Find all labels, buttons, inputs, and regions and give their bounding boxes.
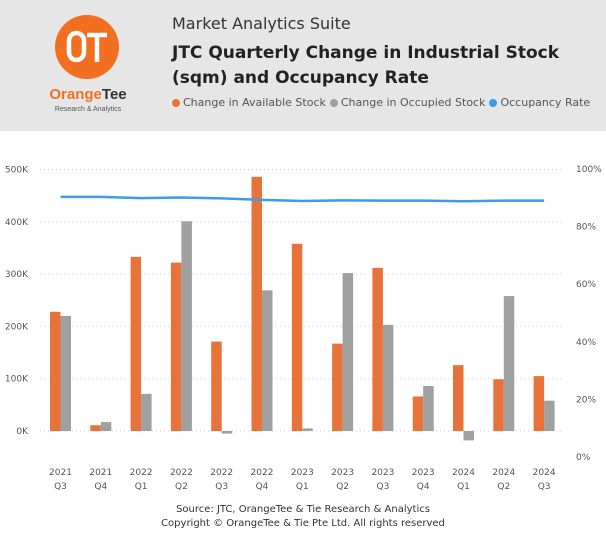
y-left-tick-label: 100K: [5, 375, 29, 385]
x-tick-label-year: 2022: [251, 468, 274, 478]
bar-available-stock[interactable]: [493, 379, 504, 431]
x-tick-label-year: 2022: [170, 468, 193, 478]
y-left-tick-label: 500K: [5, 166, 29, 176]
bar-occupied-stock[interactable]: [141, 393, 152, 431]
bar-available-stock[interactable]: [372, 267, 383, 431]
chart-legend: Change in Available Stock Change in Occu…: [172, 96, 594, 109]
bar-available-stock[interactable]: [251, 176, 263, 431]
x-tick-label-quarter: Q3: [376, 482, 389, 492]
bar-occupied-stock[interactable]: [503, 296, 515, 431]
y-right-tick-label: 40%: [576, 338, 596, 348]
legend-label-available: Change in Available Stock: [183, 96, 326, 109]
x-tick-label-quarter: Q2: [497, 482, 510, 492]
x-tick-label-quarter: Q1: [296, 482, 309, 492]
y-left-tick-label: 200K: [5, 322, 29, 332]
logo-wordmark-orange: Orange: [49, 86, 102, 103]
bar-occupied-stock[interactable]: [544, 400, 555, 431]
bar-available-stock[interactable]: [170, 262, 182, 431]
bar-occupied-stock[interactable]: [221, 431, 233, 434]
chart-title: JTC Quarterly Change in Industrial Stock…: [172, 43, 560, 88]
logo-wordmark-tee: Tee: [101, 86, 127, 103]
bar-occupied-stock[interactable]: [463, 431, 475, 441]
legend-swatch-occupancy: [489, 98, 498, 107]
x-tick-label-year: 2023: [412, 468, 435, 478]
y-left-tick-label: 0K: [16, 427, 29, 437]
legend-label-occupied: Change in Occupied Stock: [340, 96, 486, 109]
bar-available-stock[interactable]: [533, 376, 545, 431]
logo-wordmark: OrangeTee: [46, 86, 130, 103]
bar-available-stock[interactable]: [412, 396, 424, 431]
x-tick-label-year: 2024: [492, 468, 515, 478]
legend-swatch-available: [172, 98, 180, 107]
copyright-note: Copyright © OrangeTee & Tie Pte Ltd. All…: [161, 518, 445, 529]
x-tick-label-quarter: Q4: [94, 482, 107, 492]
x-tick-label-year: 2023: [371, 468, 394, 478]
logo-tagline: Research & Analytics: [54, 106, 122, 113]
legend-item-occupancy[interactable]: Occupancy Rate: [489, 96, 590, 109]
y-left-tick-label: 300K: [5, 270, 29, 280]
x-tick-label-year: 2021: [89, 468, 112, 478]
legend-item-available[interactable]: Change in Available Stock: [172, 96, 326, 109]
line-occupancy-rate[interactable]: [60, 195, 545, 203]
bar-available-stock[interactable]: [130, 256, 142, 431]
bar-occupied-stock[interactable]: [342, 273, 354, 431]
y-right-tick-label: 20%: [576, 395, 596, 405]
bar-occupied-stock[interactable]: [100, 422, 112, 431]
x-tick-label-quarter: Q3: [215, 482, 228, 492]
y-right-tick-label: 80%: [576, 223, 596, 233]
combo-chart: 0K 100K 200K 300K 400K 500K 0% 20% 40% 60% 80% 100%…: [5, 165, 602, 492]
bar-occupied-stock[interactable]: [181, 221, 192, 431]
x-tick-label-quarter: Q4: [256, 482, 269, 492]
x-tick-label-year: 2024: [452, 468, 475, 478]
y-right-tick-label: 100%: [576, 165, 602, 175]
bar-available-stock[interactable]: [291, 243, 303, 431]
report-header: OrangeTee Research & Analytics Market An…: [0, 0, 606, 131]
bar-available-stock[interactable]: [50, 311, 61, 431]
legend-swatch-occupied: [329, 98, 338, 107]
x-tick-label-year: 2022: [130, 468, 153, 478]
source-note: Source: JTC, OrangeTee & Tie Research & …: [176, 504, 430, 515]
x-tick-label-quarter: Q2: [336, 482, 349, 492]
bar-occupied-stock[interactable]: [382, 324, 394, 431]
bar-occupied-stock[interactable]: [302, 428, 313, 431]
suite-name: Market Analytics Suite: [172, 14, 351, 33]
y-right-tick-label: 0%: [576, 453, 591, 463]
x-tick-label-quarter: Q2: [175, 482, 188, 492]
x-tick-label-quarter: Q3: [54, 482, 67, 492]
x-tick-label-year: 2023: [331, 468, 354, 478]
y-left-tick-label: 400K: [5, 218, 29, 228]
x-tick-label-year: 2024: [533, 468, 556, 478]
x-tick-label-year: 2023: [291, 468, 314, 478]
y-right-tick-label: 60%: [576, 280, 596, 290]
bar-occupied-stock[interactable]: [423, 386, 434, 431]
bar-occupied-stock[interactable]: [262, 290, 273, 431]
bar-available-stock[interactable]: [90, 425, 101, 431]
legend-item-occupied[interactable]: Change in Occupied Stock: [329, 96, 486, 109]
x-tick-label-quarter: Q4: [417, 482, 430, 492]
bar-available-stock[interactable]: [332, 343, 343, 431]
x-tick-label-year: 2021: [49, 468, 72, 478]
x-tick-label-quarter: Q1: [135, 482, 148, 492]
bar-available-stock[interactable]: [453, 365, 464, 431]
x-tick-label-quarter: Q3: [538, 482, 551, 492]
legend-label-occupancy: Occupancy Rate: [500, 96, 591, 109]
x-tick-label-year: 2022: [210, 468, 233, 478]
bar-occupied-stock[interactable]: [60, 315, 72, 431]
ot-logo-icon: [55, 15, 119, 79]
bar-available-stock[interactable]: [211, 341, 222, 431]
x-tick-label-quarter: Q1: [457, 482, 470, 492]
